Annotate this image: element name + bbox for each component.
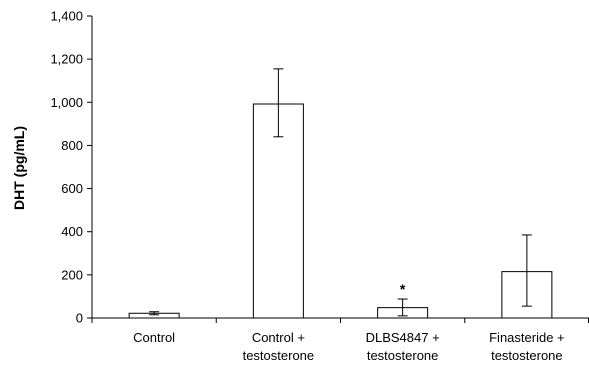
y-axis: 0 200 400 600 800 1,000 1,200 1,400 [50,9,93,326]
category-label: Finasteride + [489,330,565,345]
y-tick-label: 600 [61,181,83,196]
category-label: Control + [252,330,305,345]
y-tick-label: 200 [61,267,83,282]
y-tick-label: 1,200 [50,52,83,67]
y-tick-label: 400 [61,224,83,239]
bars [128,103,553,319]
error-bars [149,68,532,317]
bar [252,103,304,319]
y-axis-label: DHT (pg/mL) [11,126,27,210]
y-tick-label: 1,000 [50,95,83,110]
annotations: * [400,281,406,297]
category-labels: Control Control + testosterone DLBS4847 + te… [133,330,564,363]
y-tick-label: 800 [61,138,83,153]
category-label: DLBS4847 + [366,330,440,345]
category-label: testosterone [243,348,315,363]
y-tick-label: 0 [76,311,83,326]
category-label: testosterone [367,348,439,363]
category-label: testosterone [491,348,563,363]
y-tick-label: 1,400 [50,9,83,24]
significance-marker: * [400,281,406,297]
category-label: Control [133,330,175,345]
x-axis [91,317,589,323]
